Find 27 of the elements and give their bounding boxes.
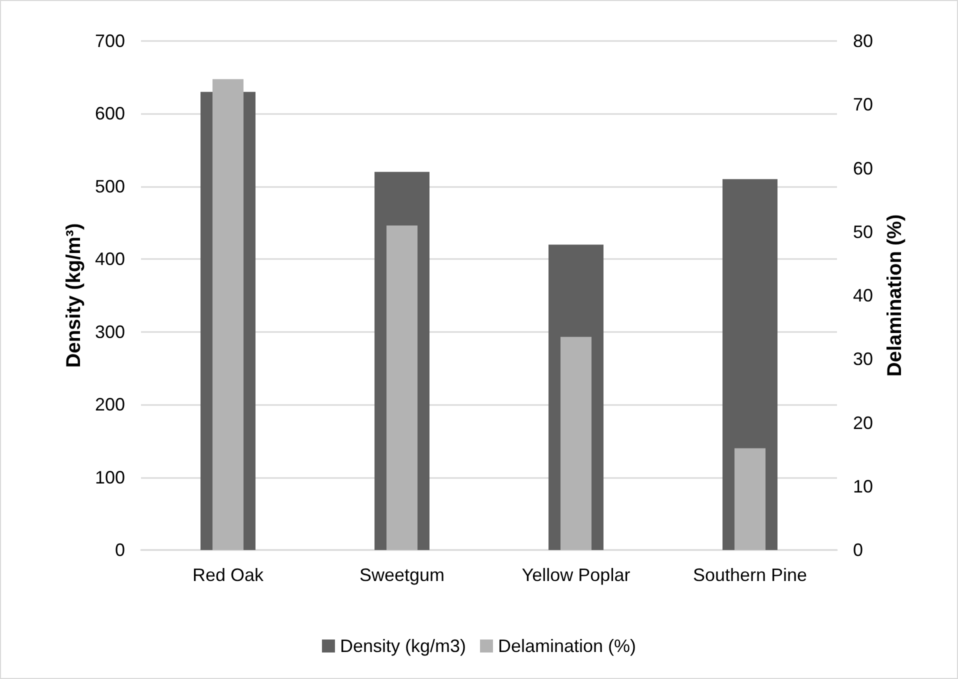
y2-tick-label: 80 xyxy=(853,31,874,51)
y-tick-label: 0 xyxy=(114,540,125,560)
x-tick-label: Southern Pine xyxy=(692,565,808,585)
y2-axis-title: Delamination (%) xyxy=(884,214,906,377)
y2-tick-label: 60 xyxy=(853,158,874,178)
y-axis-title: Density (kg/m³) xyxy=(63,223,86,368)
y2-tick-label: 50 xyxy=(853,222,874,242)
y-tick-label: 300 xyxy=(94,322,125,342)
bar xyxy=(560,336,592,550)
y2-tick-label: 40 xyxy=(853,286,874,306)
y-tick-label: 100 xyxy=(94,467,125,488)
y-tick-label: 400 xyxy=(94,249,125,270)
y2-tick-label: 30 xyxy=(853,349,874,370)
y2-tick-label: 70 xyxy=(853,94,874,115)
y2-tick-label: 0 xyxy=(853,540,864,560)
y-tick-label: 500 xyxy=(94,176,125,196)
y-tick-label: 600 xyxy=(94,104,125,124)
y2-tick-label: 20 xyxy=(853,412,874,433)
y-tick-label: 200 xyxy=(94,394,125,415)
y-tick-label: 700 xyxy=(94,31,125,51)
x-tick-label: Red Oak xyxy=(192,565,265,585)
legend-label: Delamination (%) xyxy=(498,636,636,656)
legend-label: Density (kg/m3) xyxy=(340,636,466,656)
bar xyxy=(734,448,766,550)
x-tick-label: Yellow Poplar xyxy=(522,565,630,585)
x-tick-label: Sweetgum xyxy=(359,565,445,585)
y2-tick-label: 10 xyxy=(853,476,874,496)
